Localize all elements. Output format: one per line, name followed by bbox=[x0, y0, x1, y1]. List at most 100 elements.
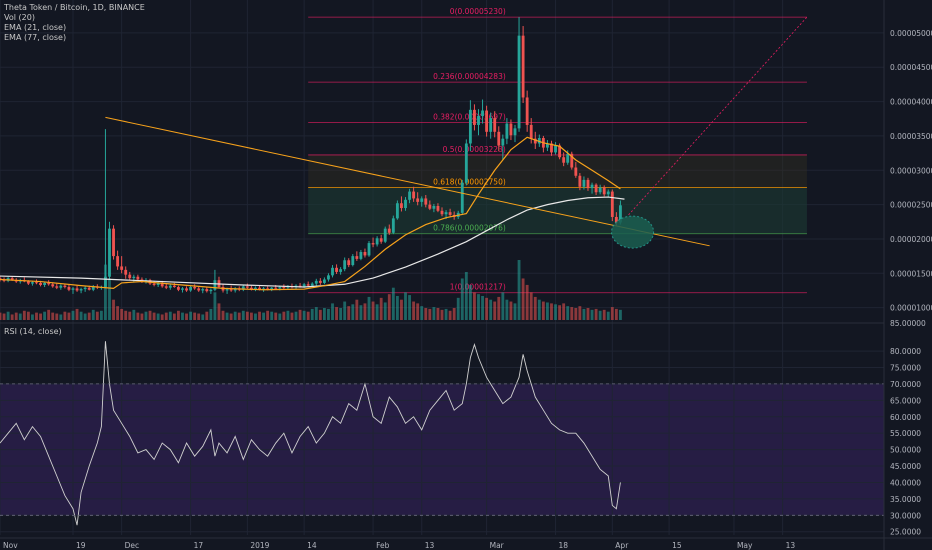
volume-bar bbox=[0, 312, 2, 320]
candle-body bbox=[546, 143, 549, 148]
volume-bar bbox=[39, 313, 42, 320]
volume-bar bbox=[614, 308, 618, 320]
rsi-legend-label[interactable]: RSI (14, close) bbox=[4, 327, 62, 336]
candle-body bbox=[322, 279, 326, 283]
rsi-axis-label: 25.0000 bbox=[890, 528, 921, 537]
volume-bar bbox=[335, 307, 338, 320]
candle-body bbox=[436, 205, 440, 211]
fib-level-label: 1(0.00001217) bbox=[450, 283, 506, 292]
study-ema21-label[interactable]: EMA (21, close) bbox=[4, 23, 67, 32]
volume-bar bbox=[416, 303, 420, 320]
rsi-axis-label: 60.0000 bbox=[890, 413, 921, 422]
price-axis-label: 0.00004000 bbox=[890, 98, 932, 107]
volume-bar bbox=[347, 306, 351, 320]
volume-bar bbox=[493, 301, 497, 320]
study-volume-label[interactable]: Vol (20) bbox=[4, 13, 35, 22]
candle-body bbox=[387, 228, 391, 233]
candle-body bbox=[327, 275, 330, 280]
time-axis-label: May bbox=[737, 541, 753, 550]
candle-body bbox=[177, 287, 180, 290]
volume-bar bbox=[233, 311, 237, 320]
candle-body bbox=[31, 282, 34, 284]
price-axis-label: 0.00005000 bbox=[890, 29, 932, 38]
candle-body bbox=[67, 287, 71, 290]
fib-level-label: 0.236(0.00004283) bbox=[433, 72, 506, 81]
candle-body bbox=[270, 287, 274, 290]
candle-body bbox=[10, 278, 14, 281]
candle-body bbox=[274, 287, 278, 289]
volume-bar bbox=[582, 308, 586, 320]
volume-bar bbox=[570, 307, 574, 320]
candle-body bbox=[249, 287, 253, 290]
time-axis-label: Dec bbox=[125, 541, 140, 550]
volume-bar bbox=[209, 308, 213, 320]
volume-bar bbox=[185, 313, 188, 320]
price-axis-label: 0.00002500 bbox=[890, 201, 932, 210]
candle-body bbox=[602, 187, 606, 195]
volume-bar bbox=[432, 307, 436, 320]
volume-bar bbox=[444, 308, 448, 320]
candle-body bbox=[408, 191, 411, 200]
fib-level-label: 0(0.00005230) bbox=[450, 7, 506, 16]
volume-bar bbox=[55, 313, 59, 320]
candle-body bbox=[71, 288, 75, 290]
volume-bar bbox=[331, 303, 334, 320]
rsi-axis-label: 55.0000 bbox=[890, 429, 921, 438]
candle-body bbox=[554, 145, 557, 153]
rsi-axis-label: 30.0000 bbox=[890, 511, 921, 520]
volume-bar bbox=[578, 306, 582, 320]
fib-diagonal-line bbox=[628, 16, 808, 216]
candle-body bbox=[331, 267, 334, 276]
volume-bar bbox=[322, 308, 326, 320]
candle-body bbox=[55, 286, 59, 288]
volume-bar bbox=[546, 302, 549, 320]
candle-body bbox=[258, 287, 261, 290]
rsi-axis-label: 75.0000 bbox=[890, 363, 921, 372]
volume-bar bbox=[314, 307, 318, 320]
candle-body bbox=[355, 256, 359, 259]
time-axis-label: 19 bbox=[76, 541, 86, 550]
volume-bar bbox=[14, 312, 18, 320]
candle-body bbox=[578, 175, 582, 187]
candle-body bbox=[351, 256, 355, 266]
volume-bar bbox=[249, 312, 253, 320]
volume-bar bbox=[395, 296, 399, 320]
candle-body bbox=[160, 282, 164, 287]
volume-bar bbox=[71, 310, 75, 320]
price-axis-label: 0.00001500 bbox=[890, 269, 932, 278]
study-ema77-label[interactable]: EMA (77, close) bbox=[4, 33, 67, 42]
candle-body bbox=[181, 288, 184, 290]
candle-body bbox=[0, 278, 2, 280]
volume-bar bbox=[310, 308, 314, 320]
volume-bar bbox=[428, 308, 432, 320]
volume-bar bbox=[339, 308, 343, 320]
candle-body bbox=[197, 288, 201, 291]
volume-bar bbox=[594, 308, 598, 320]
volume-bar bbox=[160, 314, 164, 320]
volume-bar bbox=[274, 312, 278, 320]
candle-body bbox=[489, 118, 493, 132]
volume-bar bbox=[221, 310, 225, 320]
volume-bar bbox=[533, 296, 537, 320]
volume-bar bbox=[245, 311, 249, 320]
volume-bar bbox=[75, 308, 79, 320]
volume-bar bbox=[574, 308, 578, 320]
candle-body bbox=[517, 35, 521, 129]
candle-body bbox=[282, 287, 286, 289]
candle-body bbox=[314, 280, 318, 284]
volume-bar bbox=[63, 311, 67, 320]
candle-body bbox=[420, 198, 424, 202]
volume-bar bbox=[485, 297, 489, 320]
rsi-axis-label: 35.0000 bbox=[890, 495, 921, 504]
symbol-title[interactable]: Theta Token / Bitcoin, 1D, BINANCE bbox=[4, 3, 145, 12]
candle-body bbox=[75, 288, 79, 291]
candle-body bbox=[460, 182, 464, 213]
candle-body bbox=[59, 285, 63, 288]
volume-bar bbox=[168, 311, 172, 320]
candle-body bbox=[367, 243, 371, 256]
candle-body bbox=[509, 123, 513, 136]
candle-body bbox=[566, 153, 570, 163]
volume-bar bbox=[51, 312, 55, 320]
candle-body bbox=[574, 167, 578, 176]
volume-bar bbox=[104, 264, 107, 320]
